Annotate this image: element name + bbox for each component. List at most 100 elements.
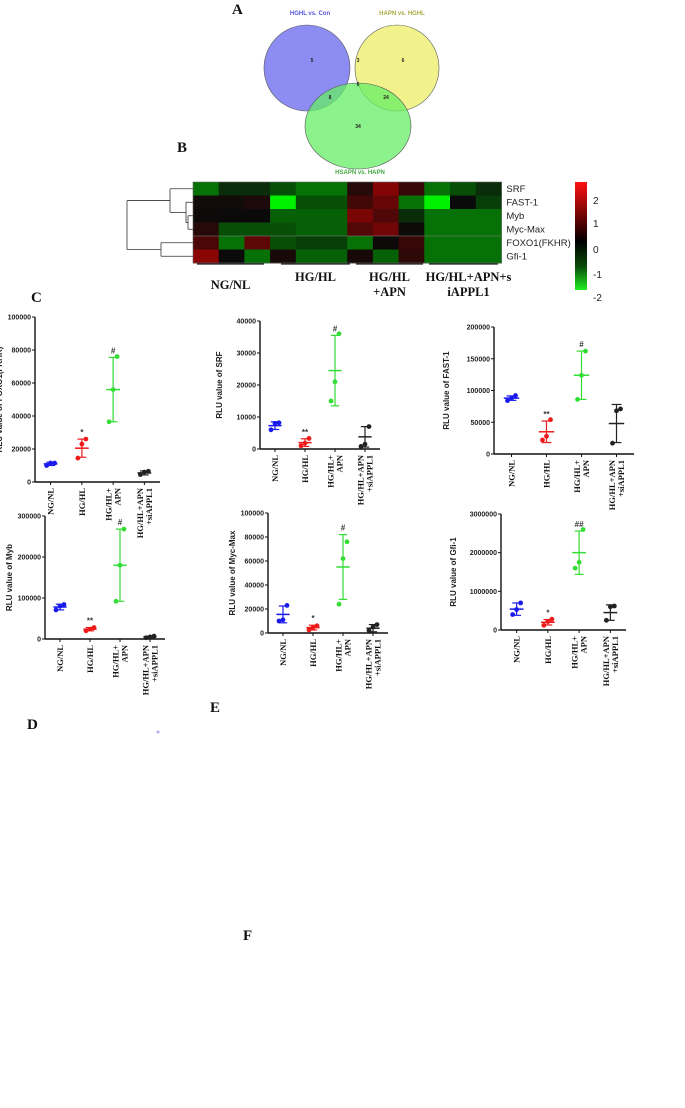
data-point (306, 627, 312, 633)
heatmap-b-colorbar-tick: 0 (593, 245, 599, 256)
heatmap-b-cell (424, 249, 451, 264)
data-point (358, 444, 364, 449)
significance-mark: # (333, 324, 338, 333)
rlu-plot-6: 0 1000000 2000000 3000000 RLU value of Gfi-1… (449, 512, 626, 686)
data-point (340, 556, 346, 561)
data-point (280, 617, 286, 623)
heatmap-b-cell (424, 236, 451, 250)
data-point (336, 331, 342, 337)
heatmap-b-cell (347, 222, 374, 237)
data-point (336, 601, 342, 607)
y-tick-label: 40000 (237, 319, 257, 326)
heatmap-b-cell (450, 249, 477, 264)
data-point (603, 617, 609, 623)
heatmap-b-cell (450, 209, 477, 223)
heatmap-b-cell (321, 222, 348, 237)
panel-label-e: E (210, 700, 221, 716)
significance-mark: # (579, 340, 584, 349)
data-point (513, 393, 518, 398)
heatmap-b-cell (398, 222, 425, 237)
x-tick-label: HG/HL (543, 636, 553, 664)
data-point (583, 348, 588, 354)
heatmap-b-cell (347, 182, 374, 196)
heatmap-b-cell (193, 222, 220, 237)
x-tick-label: HG/HL+ (111, 645, 121, 678)
venn-diagram-d (156, 730, 160, 734)
data-point (298, 443, 304, 449)
data-point (306, 436, 312, 441)
x-tick-label: HG/HL (308, 639, 318, 667)
significance-mark: # (341, 524, 346, 533)
x-tick-label: HG/HL+APN (141, 644, 151, 695)
significance-mark: * (546, 609, 550, 618)
data-point (580, 527, 586, 532)
x-tick-label: APN (335, 454, 345, 472)
heatmap-b: SRF FAST-1 Myb Myc-Max FOXO1(FKHR) Gfi-1 NG/N… (126, 181, 602, 304)
heatmap-b-row-label: Gfi-1 (506, 252, 527, 263)
heatmap-b-row-label: Myc-Max (506, 225, 545, 236)
rlu-plots: 0 20000 40000 60000 80000 100000 RLU value of … (0, 315, 634, 695)
heatmap-b-row-label: FOXO1(FKHR) (506, 238, 570, 249)
panel-label-c: C (31, 290, 42, 306)
heatmap-b-cell (398, 249, 425, 264)
heatmap-b-cell (295, 249, 322, 264)
heatmap-b-cell (424, 209, 451, 223)
venn-a-region-count: 24 (383, 95, 389, 101)
panel-label-d: D (27, 717, 38, 733)
data-point (572, 565, 578, 571)
venn-diagram-a: HGHL vs. Con HAPN vs. HGHL HSAPN vs. HAP… (263, 11, 440, 176)
heatmap-b-cell (450, 222, 477, 237)
heatmap-b-cell (270, 195, 297, 210)
heatmap-b-cell (398, 195, 425, 210)
x-tick-label: HG/HL (77, 488, 87, 516)
heatmap-b-cell (424, 195, 451, 210)
data-point (75, 455, 81, 461)
data-point (510, 612, 516, 617)
data-point (91, 625, 97, 630)
y-tick-label: 60000 (12, 381, 32, 388)
x-tick-label: HG/HL+APN (607, 459, 617, 510)
y-tick-label: 100000 (18, 596, 41, 603)
x-tick-label: APN (343, 638, 353, 656)
heatmap-b-group-label: HG/HL (295, 270, 336, 284)
heatmap-b-group-label: iAPPL1 (447, 285, 489, 299)
y-axis-label: RLU value of SRF (215, 351, 224, 418)
data-point (618, 406, 623, 412)
venn-a-region-count: 34 (355, 124, 361, 130)
y-axis-label: RLU value of Myb (5, 544, 14, 611)
x-tick-label: +siAPPL1 (150, 645, 160, 682)
heatmap-b-cell (270, 209, 297, 223)
data-point (61, 602, 67, 607)
y-tick-label: 80000 (12, 348, 32, 355)
y-tick-label: 0 (493, 628, 497, 635)
x-tick-label: HG/HL+ (572, 460, 582, 493)
venn-a-set-label-3: HSAPN vs. HAPN (335, 170, 385, 176)
heatmap-b-cell (295, 195, 322, 210)
heatmap-b-colorbar-tick: -1 (593, 270, 602, 281)
x-tick-label: HG/HL+APN (601, 635, 611, 686)
y-tick-label: 20000 (245, 607, 265, 614)
heatmap-b-cell (475, 222, 502, 237)
data-point (509, 395, 514, 401)
heatmap-b-cell (193, 195, 220, 210)
y-tick-label: 100000 (241, 511, 264, 518)
heatmap-b-cell (372, 209, 400, 223)
heatmap-b-cell (372, 236, 400, 250)
x-tick-label: +siAPPL1 (373, 639, 383, 676)
data-point (366, 424, 372, 429)
x-tick-label: HG/HL+ (104, 488, 114, 521)
y-axis-label: RLU value of FAST-1 (442, 351, 451, 430)
x-tick-label: +siAPPL1 (610, 636, 620, 673)
significance-mark: # (118, 518, 123, 527)
rlu-plot-3: 0 50000 100000 150000 200000 RLU value of FAS… (442, 325, 634, 510)
data-point (344, 539, 350, 545)
heatmap-b-cell (475, 249, 502, 264)
x-tick-label: APN (581, 459, 591, 477)
data-point (548, 417, 553, 423)
y-tick-label: 2000000 (470, 550, 497, 557)
heatmap-b-cell (321, 249, 348, 264)
heatmap-b-cell (321, 209, 348, 223)
y-tick-label: 3000000 (470, 512, 497, 519)
data-point (611, 603, 617, 609)
y-axis-label: RLU value of Myc-Max (228, 530, 237, 615)
